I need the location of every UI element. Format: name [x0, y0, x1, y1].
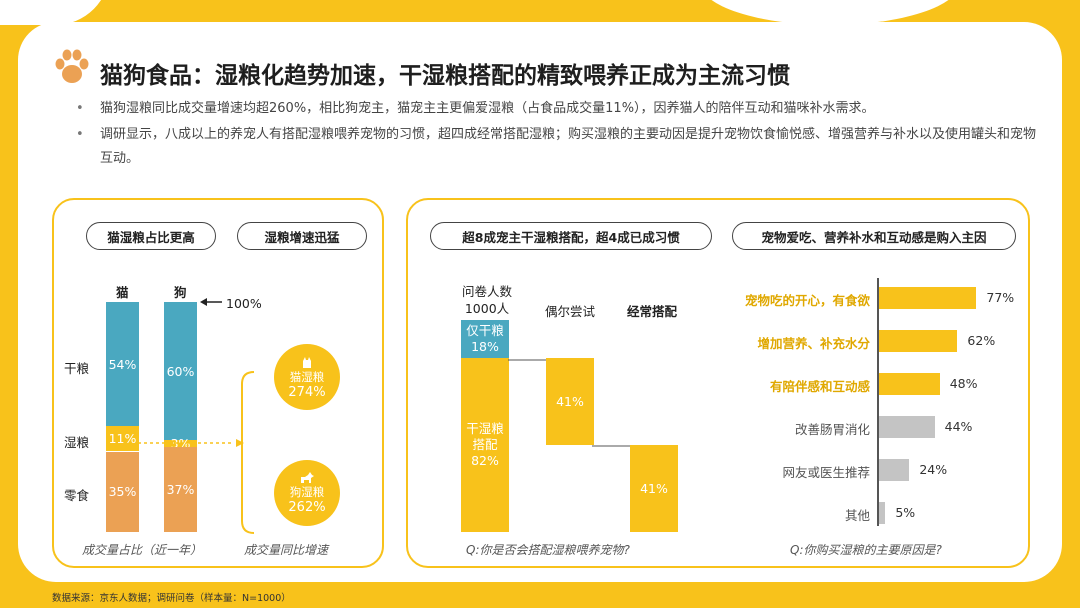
growth-circle-cat: 猫湿粮 274%: [274, 344, 340, 410]
caption-share: 成交量占比（近一年）: [82, 543, 203, 557]
pill-cat-wet-share: 猫湿粮占比更高: [86, 222, 216, 250]
reason-label: 改善肠胃消化: [794, 422, 870, 437]
reason-label: 有陪伴感和互动感: [769, 379, 870, 394]
reason-bar: [879, 502, 886, 524]
growth-value: 262%: [288, 499, 326, 515]
col-label-dog: 狗: [174, 285, 187, 300]
row-label-snack: 零食: [64, 488, 90, 503]
wet-dashed-connector: [138, 439, 244, 447]
pill-purchase-reasons: 宠物爱吃、营养补水和互动感是购入主因: [732, 222, 1016, 250]
reason-value: 24%: [919, 462, 948, 477]
reason-label: 宠物吃的开心，有食欲: [744, 293, 870, 308]
arrow-left-icon: [200, 298, 222, 306]
bar-regular: 41%: [630, 445, 678, 532]
caption-reasons-question: Q:你购买湿粮的主要原因是?: [790, 543, 942, 557]
stack-segment: 60%: [164, 302, 197, 440]
reason-label: 增加营养、补充水分: [757, 336, 870, 351]
stack-segment: 37%: [164, 446, 197, 532]
bar-label: 仅干粮: [466, 323, 504, 339]
row-label-dry: 干粮: [64, 361, 90, 376]
respondents-label: 问卷人数 1000人: [452, 283, 522, 317]
reason-value: 44%: [944, 419, 973, 434]
data-source: 数据来源：京东人数据；调研问卷（样本量：N=1000）: [52, 593, 291, 604]
growth-label: 猫湿粮: [289, 369, 325, 384]
reason-bar: [879, 416, 935, 438]
bar-dry-only: 仅干粮 18%: [461, 320, 509, 359]
bar-mix: 干湿粮 搭配 82%: [461, 358, 509, 532]
pill-mixing-habit: 超8成宠主干湿粮搭配，超4成已成习惯: [430, 222, 712, 250]
reason-value: 48%: [949, 376, 978, 391]
reason-value: 77%: [986, 290, 1015, 305]
stack-segment: 35%: [106, 451, 139, 532]
reason-bar: [879, 459, 910, 481]
reason-bar: [879, 287, 977, 309]
regular-header: 经常搭配: [627, 304, 678, 319]
bar-label: 搭配: [472, 437, 498, 453]
pill-wet-growth: 湿粮增速迅猛: [237, 222, 367, 250]
caption-mixing-question: Q:你是否会搭配湿粮喂养宠物?: [466, 543, 630, 557]
growth-value: 274%: [288, 384, 326, 400]
reason-bar: [879, 373, 940, 395]
respondents-line1: 问卷人数: [461, 284, 512, 299]
col-label-cat: 猫: [116, 285, 129, 300]
bar-occasional: 41%: [546, 358, 594, 446]
bar-value: 18%: [471, 339, 499, 355]
stack-segment: 54%: [106, 302, 139, 427]
dog-icon: [301, 471, 314, 483]
stack-segment: 11%: [106, 426, 139, 452]
growth-circle-dog: 狗湿粮 262%: [274, 460, 340, 526]
bullet-text: 调研显示，八成以上的养宠人有搭配湿粮喂养宠物的习惯，超四成经常搭配湿粮；购买湿粮…: [100, 127, 1037, 166]
page-title: 猫狗食品：湿粮化趋势加速，干湿粮搭配的精致喂养正成为主流习惯: [100, 63, 790, 89]
growth-label: 狗湿粮: [289, 484, 325, 499]
respondents-line2: 1000人: [464, 301, 510, 316]
reasons-axis: [877, 278, 879, 526]
hundred-percent-label: 100%: [226, 296, 262, 311]
bullet-text: 猫狗湿粮同比成交量增速均超260%，相比狗宠主，猫宠主主更偏爱湿粮（占食品成交量…: [100, 101, 875, 116]
paw-icon: [55, 49, 89, 83]
occasional-header: 偶尔尝试: [545, 304, 596, 319]
reason-label: 网友或医生推荐: [782, 465, 870, 480]
bar-value: 82%: [471, 453, 499, 469]
caption-growth: 成交量同比增速: [244, 543, 329, 557]
bracket: [241, 371, 255, 534]
waterfall-connectors: [508, 359, 630, 447]
row-label-wet: 湿粮: [64, 435, 90, 450]
reason-label: 其他: [844, 508, 870, 523]
bullet-dot: •: [76, 127, 84, 142]
reason-value: 5%: [895, 505, 916, 520]
bar-label: 干湿粮: [466, 421, 504, 437]
cat-icon: [303, 356, 311, 368]
reason-bar: [879, 330, 958, 352]
reason-value: 62%: [967, 333, 996, 348]
bullet-dot: •: [76, 101, 84, 116]
